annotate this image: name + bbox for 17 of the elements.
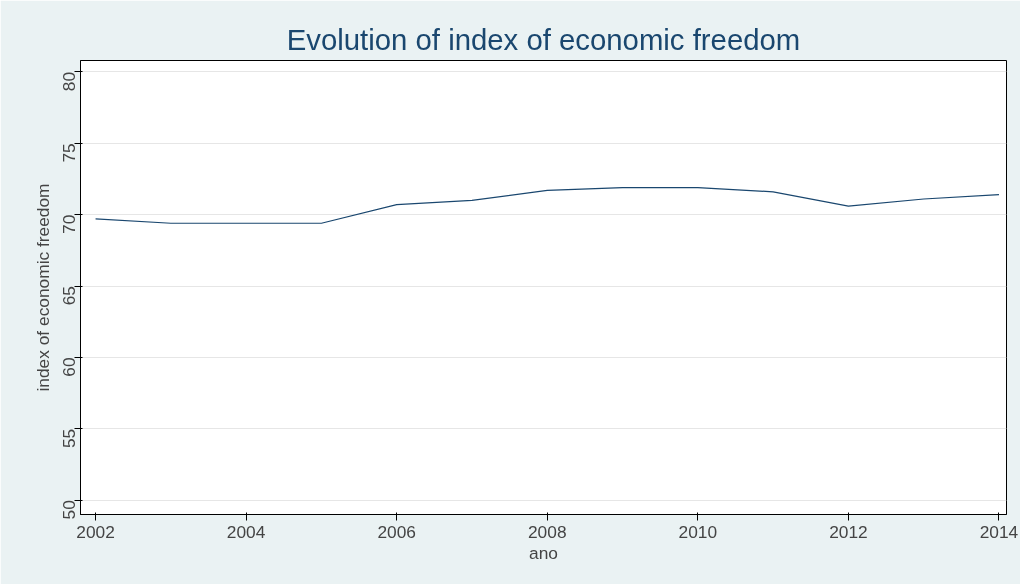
chart-title: Evolution of index of economic freedom: [286, 22, 801, 56]
x-tick-label: 2010: [678, 521, 718, 542]
y-axis-title: index of economic freedom: [32, 183, 53, 392]
y-tick-label: 50: [59, 500, 80, 520]
x-axis-title: ano: [529, 542, 558, 563]
x-tick-label: 2014: [979, 521, 1019, 542]
x-tick-label: 2002: [76, 521, 115, 542]
y-tick-label: 55: [59, 428, 80, 449]
x-tick-label: 2012: [829, 521, 868, 542]
y-tick-label: 75: [59, 143, 80, 163]
y-tick-label: 60: [59, 357, 80, 377]
y-tick-label: 80: [59, 71, 80, 92]
x-tick-label: 2006: [377, 521, 416, 542]
x-tick-label: 2004: [226, 521, 266, 542]
y-tick-label: 65: [59, 286, 80, 306]
x-tick-label: 2008: [527, 521, 567, 542]
y-tick-label: 70: [59, 214, 80, 234]
